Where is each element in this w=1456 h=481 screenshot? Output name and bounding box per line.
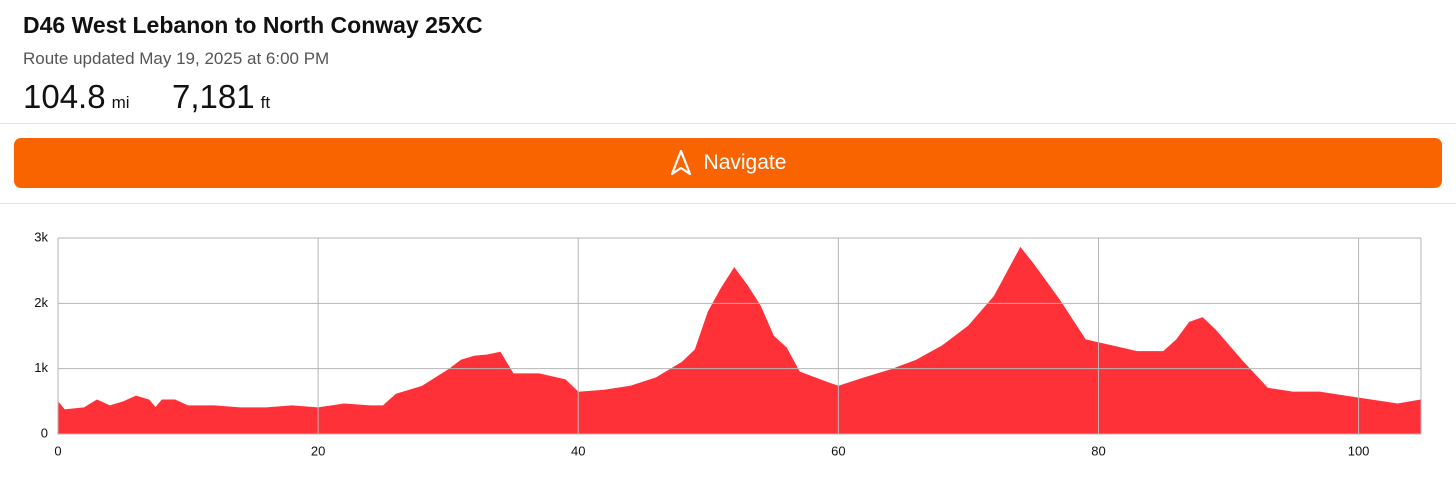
stat-unit: ft [260, 93, 271, 112]
y-tick-label: 1k [34, 360, 48, 375]
route-updated: Route updated May 19, 2025 at 6:00 PM [23, 49, 330, 68]
x-tick-label: 0 [54, 443, 61, 458]
elevation-stat: 7,181 ft [172, 78, 270, 116]
navigate-icon [670, 149, 691, 176]
navigate-button[interactable]: Navigate [14, 138, 1442, 188]
y-tick-label: 0 [41, 425, 48, 440]
x-tick-label: 60 [831, 443, 845, 458]
y-tick-label: 3k [34, 229, 48, 244]
elevation-chart: 0 1k 2k 3k 0 20 40 60 80 100 [34, 229, 1422, 458]
button-label: Navigate [703, 151, 787, 174]
stat-value: 104.8 [23, 78, 106, 115]
x-tick-label: 40 [571, 443, 585, 458]
stat-value: 7,181 [172, 78, 255, 115]
elevation-area [57, 246, 1422, 435]
divider [0, 123, 1456, 124]
distance-stat: 104.8 mi [23, 78, 130, 116]
x-tick-label: 80 [1091, 443, 1105, 458]
route-title: D46 West Lebanon to North Conway 25XC [23, 12, 483, 38]
stat-unit: mi [111, 93, 130, 112]
y-tick-label: 2k [34, 295, 48, 310]
x-tick-label: 20 [311, 443, 325, 458]
divider [0, 203, 1456, 204]
x-tick-label: 100 [1348, 443, 1370, 458]
